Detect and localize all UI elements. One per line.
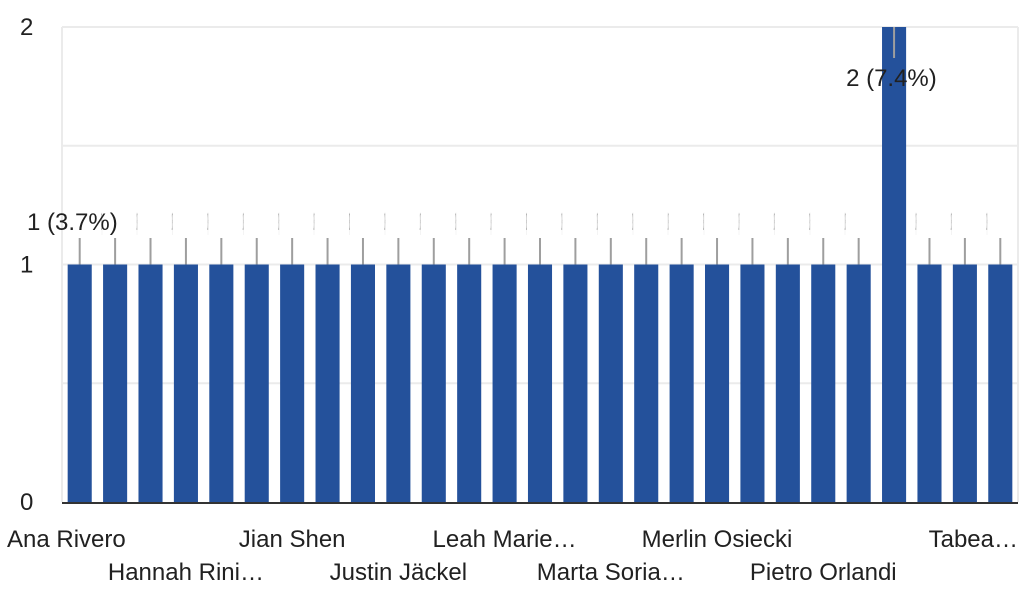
x-tick-label: Justin Jäckel	[330, 559, 467, 586]
data-label: 1 (3.7%)	[915, 209, 916, 236]
bar	[704, 264, 730, 502]
bar	[315, 264, 340, 502]
x-tick-label: Jian Shen	[239, 526, 346, 553]
x-tick-label: Hannah Rini…	[108, 559, 264, 586]
bar	[811, 264, 836, 502]
bar	[846, 264, 871, 502]
data-label: 1 (3.7%)	[278, 209, 279, 236]
data-label: 1 (3.7%)	[845, 209, 846, 236]
data-label: 1 (3.7%)	[986, 209, 987, 236]
data-label: 1 (3.7%)	[384, 209, 385, 236]
bar	[280, 264, 305, 502]
data-label: 1 (3.7%)	[420, 209, 421, 236]
bar	[103, 264, 128, 502]
data-label: 1 (3.7%)	[738, 209, 739, 236]
data-label: 1 (3.7%)	[632, 209, 633, 236]
bar	[138, 264, 163, 502]
bar	[209, 264, 234, 502]
data-label: 1 (3.7%)	[491, 209, 492, 236]
bar	[917, 264, 942, 502]
x-tick-label: Marta Soria…	[537, 559, 685, 586]
data-label: 1 (3.7%)	[137, 209, 138, 236]
data-label: 1 (3.7%)	[349, 209, 350, 236]
data-label: 1 (3.7%)	[561, 209, 562, 236]
data-label: 2 (7.4%)	[846, 65, 937, 92]
data-label: 1 (3.7%)	[951, 209, 952, 236]
bar	[527, 264, 553, 502]
data-label: 1 (3.7%)	[526, 209, 527, 236]
bar	[775, 264, 800, 502]
data-label: 1 (3.7%)	[172, 209, 173, 236]
data-label: 1 (3.7%)	[455, 209, 456, 236]
x-tick-label: Pietro Orlandi	[750, 559, 897, 586]
data-label: 1 (3.7%)	[101, 209, 102, 236]
y-tick-label: 1	[20, 252, 33, 279]
y-tick-label: 2	[20, 14, 33, 41]
bar	[173, 264, 198, 502]
bar	[563, 264, 588, 502]
data-label: 1 (3.7%)	[703, 209, 704, 236]
bar	[988, 264, 1013, 502]
bar	[350, 264, 376, 502]
data-label: 1 (3.7%)	[27, 209, 118, 236]
bar	[457, 264, 482, 502]
bar	[386, 264, 411, 502]
data-label: 1 (3.7%)	[243, 209, 244, 236]
data-label: 1 (3.7%)	[774, 209, 775, 236]
bar	[740, 264, 765, 502]
data-label: 1 (3.7%)	[314, 209, 315, 236]
bar	[882, 27, 907, 502]
bar	[669, 264, 694, 502]
data-label: 1 (3.7%)	[597, 209, 598, 236]
bar	[634, 264, 659, 502]
x-tick-label: Leah Marie…	[433, 526, 577, 553]
data-label: 1 (3.7%)	[668, 209, 669, 236]
x-tick-label: Ana Rivero	[7, 526, 126, 553]
data-label: 1 (3.7%)	[809, 209, 810, 236]
bar	[421, 264, 446, 502]
bar	[598, 264, 623, 502]
bar	[67, 264, 92, 502]
data-label: 1 (3.7%)	[207, 209, 208, 236]
bar	[952, 264, 977, 502]
bar	[244, 264, 269, 502]
x-tick-label: Tabea…	[929, 526, 1018, 553]
x-tick-label: Merlin Osiecki	[642, 526, 793, 553]
y-tick-label: 0	[20, 489, 33, 516]
bar	[492, 264, 517, 502]
